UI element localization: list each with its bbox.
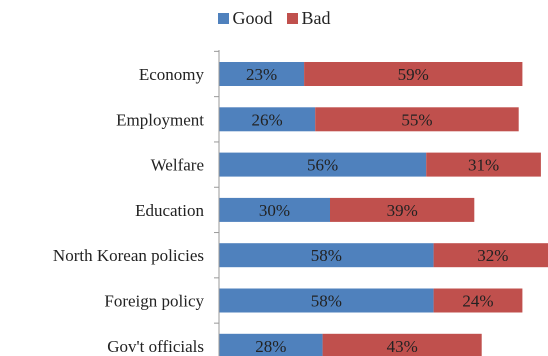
- data-label-bad: 39%: [387, 201, 418, 220]
- data-label-bad: 43%: [387, 337, 418, 356]
- data-label-bad: 31%: [468, 156, 499, 175]
- bar-bad: [315, 107, 519, 132]
- bar-bad: [433, 288, 523, 313]
- category-label: Welfare: [151, 156, 204, 175]
- data-label-good: 58%: [311, 292, 342, 311]
- bar-good: [219, 333, 323, 356]
- bar-bad: [330, 197, 475, 222]
- bar-good: [219, 243, 434, 268]
- category-label: Employment: [116, 110, 204, 129]
- data-label-good: 56%: [307, 156, 338, 175]
- data-label-good: 26%: [252, 110, 283, 129]
- bar-bad: [433, 243, 548, 268]
- data-label-bad: 55%: [401, 110, 432, 129]
- legend-item-bad: Bad: [286, 8, 331, 29]
- bar-good: [219, 288, 434, 313]
- legend-swatch-bad: [286, 13, 298, 24]
- category-label: Education: [135, 201, 204, 220]
- bar-bad: [304, 62, 523, 86]
- data-label-good: 58%: [311, 246, 342, 265]
- bar-good: [219, 152, 427, 177]
- bar-bad: [322, 333, 482, 356]
- legend-swatch-good: [217, 13, 229, 24]
- data-label-bad: 59%: [398, 65, 429, 84]
- legend: Good Bad: [0, 8, 548, 29]
- bar-good: [219, 62, 305, 86]
- bar-bad: [426, 152, 541, 177]
- category-label: Foreign policy: [104, 292, 204, 311]
- category-label: North Korean policies: [53, 246, 204, 265]
- legend-label-bad: Bad: [301, 8, 331, 28]
- legend-label-good: Good: [232, 8, 273, 28]
- data-label-good: 28%: [255, 337, 286, 356]
- category-label: Economy: [139, 65, 205, 84]
- data-label-good: 30%: [259, 201, 290, 220]
- legend-item-good: Good: [217, 8, 273, 29]
- category-label: Gov't officials: [107, 337, 204, 356]
- data-label-bad: 32%: [477, 246, 508, 265]
- bar-good: [219, 107, 316, 132]
- bar-good: [219, 197, 330, 222]
- data-label-good: 23%: [246, 65, 277, 84]
- data-label-bad: 24%: [462, 292, 493, 311]
